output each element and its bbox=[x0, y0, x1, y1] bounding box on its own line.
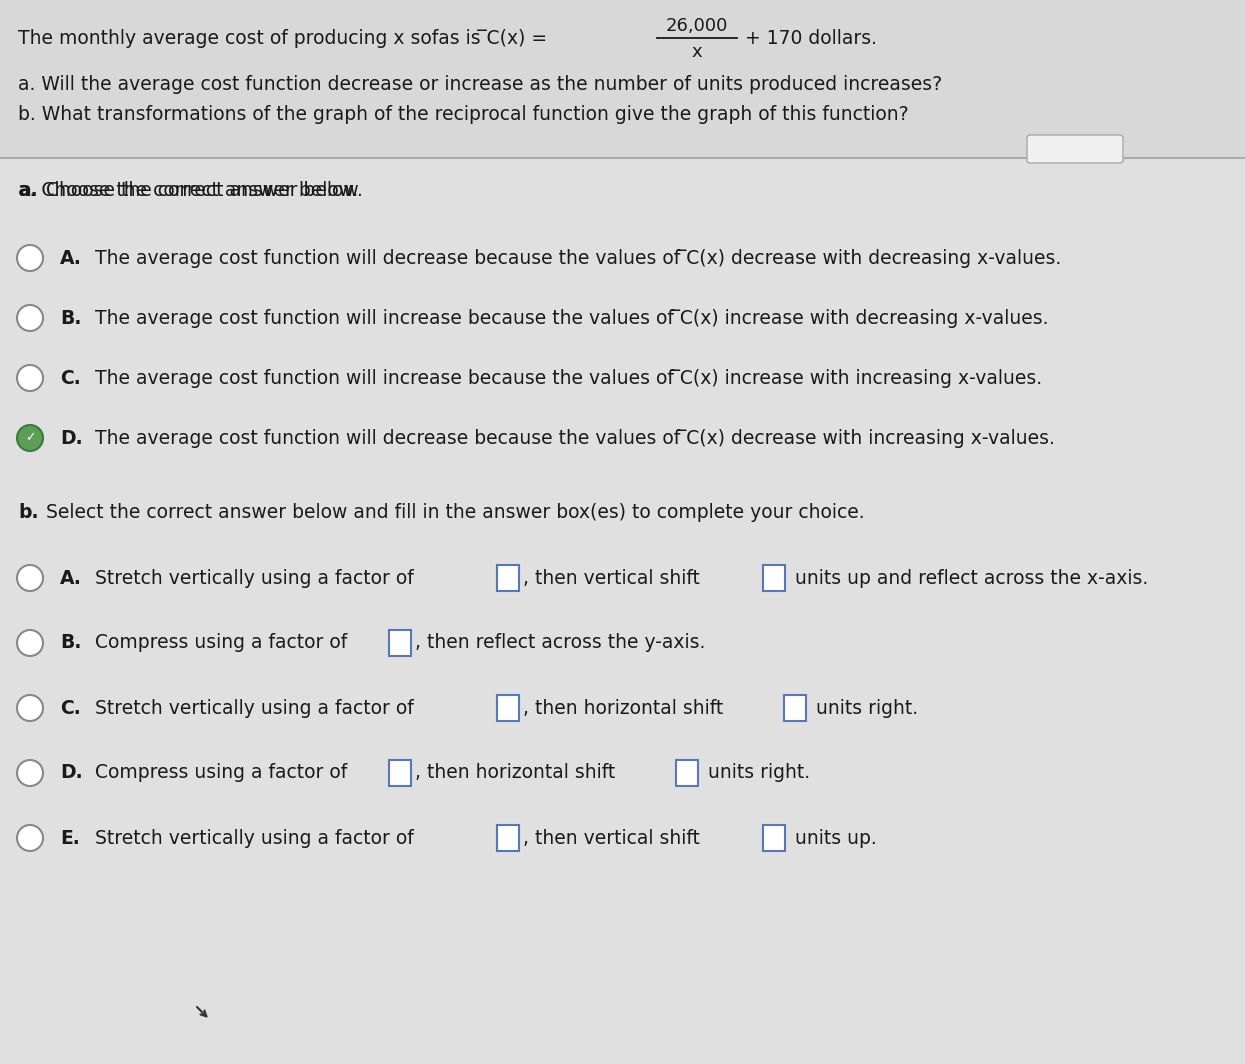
Text: , then horizontal shift: , then horizontal shift bbox=[523, 698, 730, 717]
Text: units right.: units right. bbox=[702, 764, 809, 782]
Text: C.: C. bbox=[60, 368, 81, 387]
Text: B.: B. bbox=[60, 309, 81, 328]
FancyBboxPatch shape bbox=[763, 825, 784, 851]
Circle shape bbox=[17, 695, 44, 721]
Text: Stretch vertically using a factor of: Stretch vertically using a factor of bbox=[95, 829, 420, 848]
Text: units up.: units up. bbox=[788, 829, 876, 848]
Text: Choose the correct answer below.: Choose the correct answer below. bbox=[46, 181, 362, 200]
FancyBboxPatch shape bbox=[497, 825, 519, 851]
Text: , then vertical shift: , then vertical shift bbox=[523, 829, 706, 848]
Text: Stretch vertically using a factor of: Stretch vertically using a factor of bbox=[95, 568, 420, 587]
Text: Compress using a factor of: Compress using a factor of bbox=[95, 633, 354, 652]
FancyBboxPatch shape bbox=[497, 695, 519, 721]
Text: , then reflect across the y-axis.: , then reflect across the y-axis. bbox=[415, 633, 705, 652]
Text: C.: C. bbox=[60, 698, 81, 717]
Text: The average cost function will increase because the values of ̅C(x) increase wit: The average cost function will increase … bbox=[95, 309, 1048, 328]
Circle shape bbox=[17, 630, 44, 656]
Text: 26,000: 26,000 bbox=[666, 17, 728, 35]
Text: · · ·: · · · bbox=[1064, 142, 1086, 156]
Circle shape bbox=[17, 565, 44, 591]
FancyBboxPatch shape bbox=[0, 0, 1245, 157]
Circle shape bbox=[17, 245, 44, 271]
Text: , then vertical shift: , then vertical shift bbox=[523, 568, 706, 587]
Text: The average cost function will increase because the values of ̅C(x) increase wit: The average cost function will increase … bbox=[95, 368, 1042, 387]
Text: The average cost function will decrease because the values of ̅C(x) decrease wit: The average cost function will decrease … bbox=[95, 429, 1055, 448]
Text: a. Will the average cost function decrease or increase as the number of units pr: a. Will the average cost function decrea… bbox=[17, 76, 942, 95]
Text: ✓: ✓ bbox=[25, 432, 35, 445]
Text: , then horizontal shift: , then horizontal shift bbox=[415, 764, 621, 782]
Text: units up and reflect across the x-axis.: units up and reflect across the x-axis. bbox=[788, 568, 1148, 587]
FancyBboxPatch shape bbox=[497, 565, 519, 591]
Text: b.: b. bbox=[17, 503, 39, 522]
Text: D.: D. bbox=[60, 764, 82, 782]
Text: E.: E. bbox=[60, 829, 80, 848]
Text: a.: a. bbox=[17, 181, 37, 200]
FancyBboxPatch shape bbox=[763, 565, 784, 591]
FancyBboxPatch shape bbox=[388, 630, 411, 656]
Circle shape bbox=[17, 760, 44, 786]
Text: The monthly average cost of producing x sofas is ̅C(x) =: The monthly average cost of producing x … bbox=[17, 29, 547, 48]
Text: The average cost function will decrease because the values of ̅C(x) decrease wit: The average cost function will decrease … bbox=[95, 249, 1061, 267]
Text: x: x bbox=[692, 43, 702, 61]
FancyBboxPatch shape bbox=[676, 760, 697, 786]
Text: a. Choose the correct answer below.: a. Choose the correct answer below. bbox=[17, 181, 359, 200]
Circle shape bbox=[17, 305, 44, 331]
FancyBboxPatch shape bbox=[388, 760, 411, 786]
Text: B.: B. bbox=[60, 633, 81, 652]
FancyBboxPatch shape bbox=[784, 695, 807, 721]
Text: A.: A. bbox=[60, 568, 82, 587]
Circle shape bbox=[17, 365, 44, 390]
FancyBboxPatch shape bbox=[1027, 135, 1123, 163]
Text: Select the correct answer below and fill in the answer box(es) to complete your : Select the correct answer below and fill… bbox=[46, 503, 864, 522]
Text: units right.: units right. bbox=[810, 698, 919, 717]
Text: A.: A. bbox=[60, 249, 82, 267]
Text: Stretch vertically using a factor of: Stretch vertically using a factor of bbox=[95, 698, 420, 717]
Text: D.: D. bbox=[60, 429, 82, 448]
Circle shape bbox=[17, 825, 44, 851]
Circle shape bbox=[17, 425, 44, 451]
Text: b. What transformations of the graph of the reciprocal function give the graph o: b. What transformations of the graph of … bbox=[17, 105, 909, 124]
Text: + 170 dollars.: + 170 dollars. bbox=[745, 29, 876, 48]
Text: Compress using a factor of: Compress using a factor of bbox=[95, 764, 354, 782]
